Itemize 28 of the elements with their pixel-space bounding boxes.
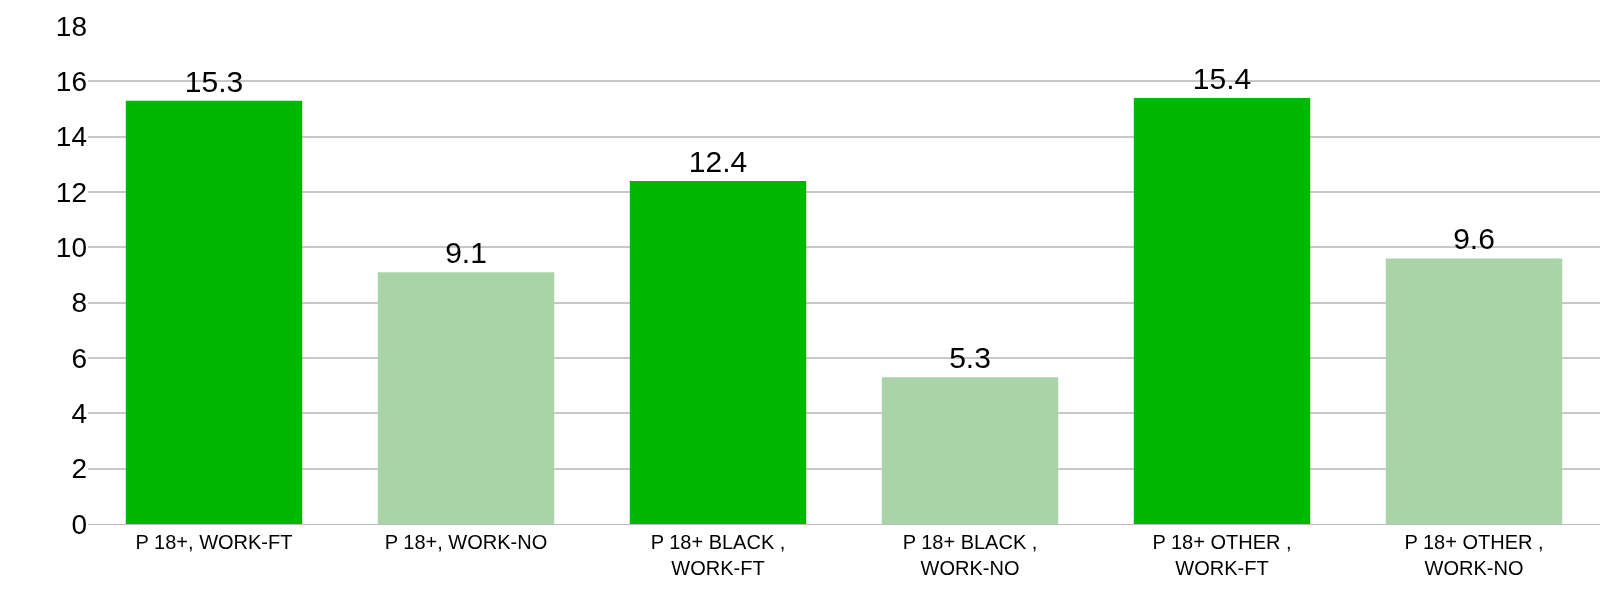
y-tick-label: 12 [55,176,87,208]
bar [377,272,555,524]
data-label: 12.4 [688,144,748,178]
y-tick-label: 16 [55,66,87,98]
x-tick-label: P 18+ OTHER , WORK-NO [1404,531,1544,579]
y-tick-label: 6 [71,342,87,374]
bar [629,180,807,524]
y-tick-label: 10 [55,232,87,264]
data-label: 5.3 [949,341,991,375]
y-tick-label: 0 [71,508,87,540]
bar [881,377,1059,524]
x-tick-label: P 18+ BLACK , WORK-FT [650,531,786,579]
x-tick-label: P 18+ OTHER , WORK-FT [1152,531,1292,579]
bar [1133,97,1311,524]
bar [125,100,303,524]
y-tick-label: 8 [71,287,87,319]
data-label: 15.3 [184,64,244,98]
x-tick-label: P 18+ BLACK , WORK-NO [902,531,1038,579]
bar [1385,258,1563,524]
x-tick-label: P 18+, WORK-FT [135,531,293,553]
data-label: 15.4 [1192,61,1252,95]
y-tick-label: 4 [71,398,87,430]
x-tick-label: P 18+, WORK-NO [384,531,548,553]
y-tick-label: 2 [71,453,87,485]
y-tick-label: 14 [55,121,87,153]
y-tick-label: 18 [55,10,87,42]
data-label: 9.1 [445,236,487,270]
data-label: 9.6 [1453,222,1495,256]
